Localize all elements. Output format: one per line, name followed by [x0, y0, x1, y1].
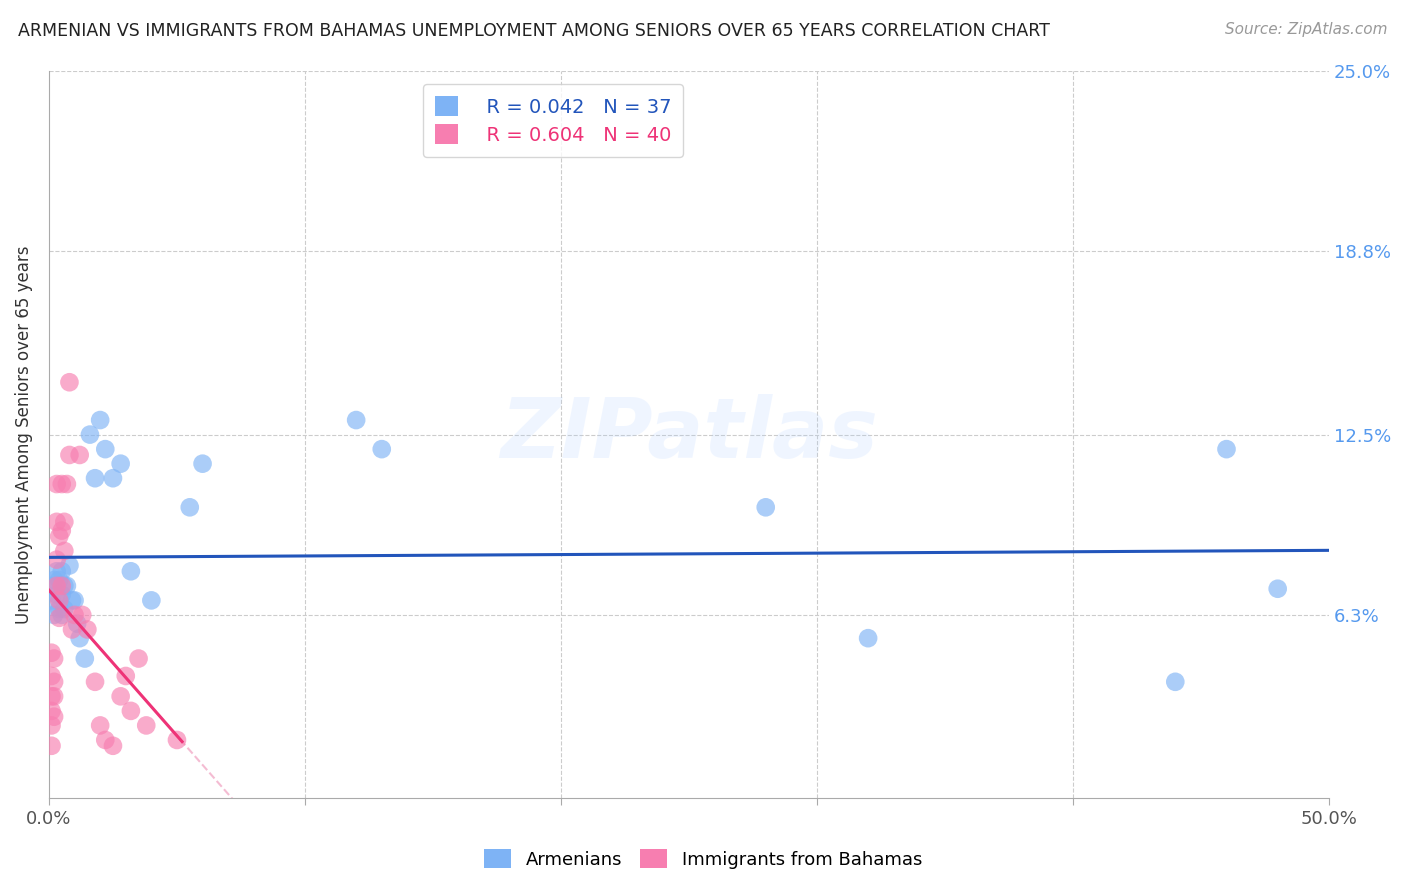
Point: [56, 579, 79, 593]
Point: [41, 718, 63, 732]
Point: [63, 607, 86, 622]
Point: [114, 669, 136, 683]
Point: [94, 442, 117, 457]
Point: [89, 413, 111, 427]
Point: [94, 733, 117, 747]
Point: [42, 607, 65, 622]
Point: [51, 588, 73, 602]
Point: [51, 477, 73, 491]
Point: [60, 623, 83, 637]
Point: [128, 651, 150, 665]
Point: [53, 579, 76, 593]
Point: [141, 593, 163, 607]
Point: [120, 564, 142, 578]
Point: [41, 690, 63, 704]
Point: [371, 442, 394, 457]
Point: [76, 623, 98, 637]
Point: [166, 733, 188, 747]
Point: [42, 709, 65, 723]
Point: [101, 739, 124, 753]
Point: [51, 564, 73, 578]
Point: [41, 579, 63, 593]
Point: [60, 593, 83, 607]
Point: [73, 651, 96, 665]
Point: [58, 558, 80, 573]
Point: [45, 515, 67, 529]
Point: [1267, 582, 1289, 596]
Point: [69, 448, 91, 462]
Point: [70, 607, 93, 622]
Point: [755, 500, 778, 515]
Point: [89, 718, 111, 732]
Point: [41, 669, 63, 683]
Legend:   R = 0.042   N = 37,   R = 0.604   N = 40: R = 0.042 N = 37, R = 0.604 N = 40: [423, 85, 683, 157]
Point: [45, 552, 67, 566]
Point: [69, 631, 91, 645]
Point: [45, 579, 67, 593]
Point: [58, 448, 80, 462]
Point: [51, 607, 73, 622]
Text: ZIPatlas: ZIPatlas: [501, 394, 877, 475]
Point: [48, 602, 70, 616]
Point: [110, 457, 132, 471]
Point: [63, 593, 86, 607]
Point: [79, 427, 101, 442]
Point: [1164, 674, 1187, 689]
Point: [101, 471, 124, 485]
Point: [45, 564, 67, 578]
Point: [179, 500, 201, 515]
Point: [191, 457, 214, 471]
Point: [48, 573, 70, 587]
Point: [42, 651, 65, 665]
Point: [856, 631, 879, 645]
Point: [53, 602, 76, 616]
Point: [45, 588, 67, 602]
Point: [1215, 442, 1237, 457]
Point: [45, 477, 67, 491]
Point: [53, 544, 76, 558]
Text: ARMENIAN VS IMMIGRANTS FROM BAHAMAS UNEMPLOYMENT AMONG SENIORS OVER 65 YEARS COR: ARMENIAN VS IMMIGRANTS FROM BAHAMAS UNEM…: [18, 22, 1050, 40]
Point: [58, 376, 80, 390]
Point: [344, 413, 367, 427]
Text: Source: ZipAtlas.com: Source: ZipAtlas.com: [1225, 22, 1388, 37]
Point: [42, 573, 65, 587]
Point: [41, 704, 63, 718]
Point: [110, 690, 132, 704]
Point: [120, 704, 142, 718]
Point: [66, 616, 89, 631]
Point: [42, 674, 65, 689]
Point: [48, 529, 70, 543]
Point: [84, 674, 107, 689]
Point: [84, 471, 107, 485]
Legend: Armenians, Immigrants from Bahamas: Armenians, Immigrants from Bahamas: [477, 842, 929, 876]
Point: [48, 611, 70, 625]
Point: [51, 524, 73, 538]
Point: [41, 646, 63, 660]
Point: [41, 593, 63, 607]
Point: [135, 718, 157, 732]
Point: [53, 515, 76, 529]
Point: [42, 690, 65, 704]
Y-axis label: Unemployment Among Seniors over 65 years: Unemployment Among Seniors over 65 years: [15, 245, 32, 624]
Point: [56, 477, 79, 491]
Point: [41, 739, 63, 753]
Point: [48, 593, 70, 607]
Point: [51, 579, 73, 593]
